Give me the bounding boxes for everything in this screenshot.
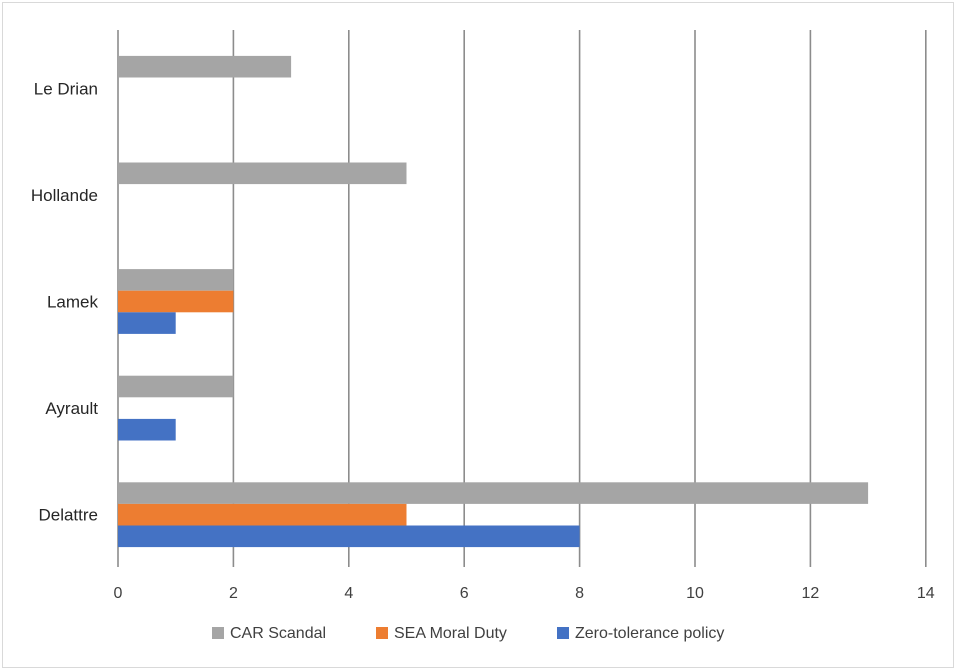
bar-zero-tolerance-policy-delattre bbox=[118, 525, 580, 548]
bar-car-scandal-ayrault bbox=[118, 375, 234, 398]
bar-sea-moral-duty-delattre bbox=[118, 503, 407, 526]
x-tick-label-0: 0 bbox=[114, 585, 123, 602]
legend-label-zero-tolerance-policy: Zero-tolerance policy bbox=[575, 625, 724, 642]
category-label-ayrault: Ayrault bbox=[45, 399, 98, 418]
legend-label-car-scandal: CAR Scandal bbox=[230, 625, 326, 642]
x-tick-label-10: 10 bbox=[686, 585, 704, 602]
bar-car-scandal-le-drian bbox=[118, 55, 292, 78]
legend-swatch-zero-tolerance-policy bbox=[557, 627, 569, 639]
category-label-hollande: Hollande bbox=[31, 186, 98, 205]
x-tick-label-8: 8 bbox=[575, 585, 584, 602]
legend-swatch-sea-moral-duty bbox=[376, 627, 388, 639]
legend-swatch-car-scandal bbox=[212, 627, 224, 639]
bar-car-scandal-hollande bbox=[118, 162, 407, 185]
bar-car-scandal-delattre bbox=[118, 482, 869, 504]
bar-zero-tolerance-policy-ayrault bbox=[118, 418, 176, 441]
category-label-delattre: Delattre bbox=[38, 506, 98, 525]
bar-zero-tolerance-policy-lamek bbox=[118, 312, 176, 334]
x-tick-label-12: 12 bbox=[802, 585, 820, 602]
bar-sea-moral-duty-lamek bbox=[118, 290, 234, 313]
x-tick-label-2: 2 bbox=[229, 585, 238, 602]
x-tick-label-14: 14 bbox=[917, 585, 935, 602]
legend: CAR Scandal SEA Moral Duty Zero-tolerance … bbox=[212, 625, 724, 642]
bars bbox=[118, 55, 869, 548]
category-label-lamek: Lamek bbox=[47, 293, 99, 312]
category-label-le-drian: Le Drian bbox=[34, 79, 98, 98]
axis-labels: 0 2 4 6 8 10 12 14 Le Drian Hollande Lamek Ayrault D… bbox=[31, 79, 935, 602]
bar-car-scandal-lamek bbox=[118, 269, 234, 291]
x-tick-label-4: 4 bbox=[344, 585, 353, 602]
legend-label-sea-moral-duty: SEA Moral Duty bbox=[394, 625, 507, 642]
x-tick-label-6: 6 bbox=[460, 585, 469, 602]
gridlines bbox=[117, 30, 927, 567]
